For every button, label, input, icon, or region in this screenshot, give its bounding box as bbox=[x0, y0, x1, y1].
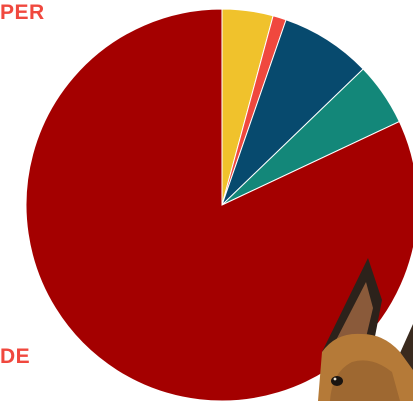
dog-eye-highlight bbox=[334, 378, 337, 381]
dog-eye bbox=[331, 376, 343, 386]
chart-label-top-fragment: PER bbox=[0, 2, 45, 23]
chart-label-bottom-fragment: DE bbox=[0, 346, 30, 367]
